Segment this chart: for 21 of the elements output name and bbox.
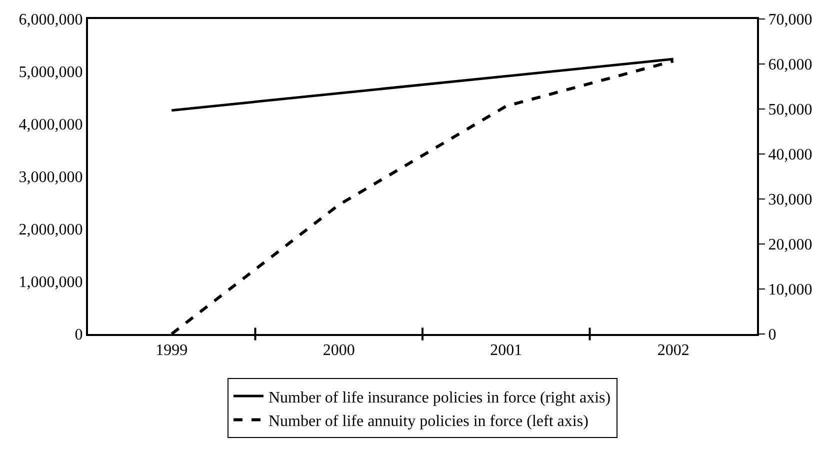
y-tick-label: 3,000,000 bbox=[18, 169, 83, 186]
y-tick-label: 6,000,000 bbox=[18, 12, 83, 29]
y-tick-label: 4,000,000 bbox=[18, 116, 83, 134]
y-tick-label: 2,000,000 bbox=[18, 222, 83, 239]
y2-tick-label: 10,000 bbox=[768, 282, 812, 299]
y2-tick-label: 70,000 bbox=[768, 12, 812, 29]
y2-tick-label: 50,000 bbox=[768, 102, 812, 119]
legend-label: Number of life annuity policies in force (left axis) bbox=[268, 413, 588, 430]
y-tick-label: 5,000,000 bbox=[18, 64, 83, 82]
x-tick-label: 2000 bbox=[322, 342, 355, 360]
y-tick-label: 1,000,000 bbox=[18, 274, 83, 292]
x-tick-label: 2001 bbox=[490, 342, 522, 360]
y-tick-label: 0 bbox=[74, 326, 83, 344]
y2-tick-label: 30,000 bbox=[768, 192, 812, 209]
y2-tick-label: 20,000 bbox=[768, 236, 812, 254]
x-tick-label: 1999 bbox=[156, 342, 188, 360]
y2-tick-label: 40,000 bbox=[768, 146, 812, 164]
x-tick-label: 2002 bbox=[657, 342, 690, 360]
legend-label: Number of life insurance policies in force (right axis) bbox=[268, 389, 611, 406]
y2-tick-label: 60,000 bbox=[768, 56, 812, 74]
y2-tick-label: 0 bbox=[768, 326, 776, 344]
